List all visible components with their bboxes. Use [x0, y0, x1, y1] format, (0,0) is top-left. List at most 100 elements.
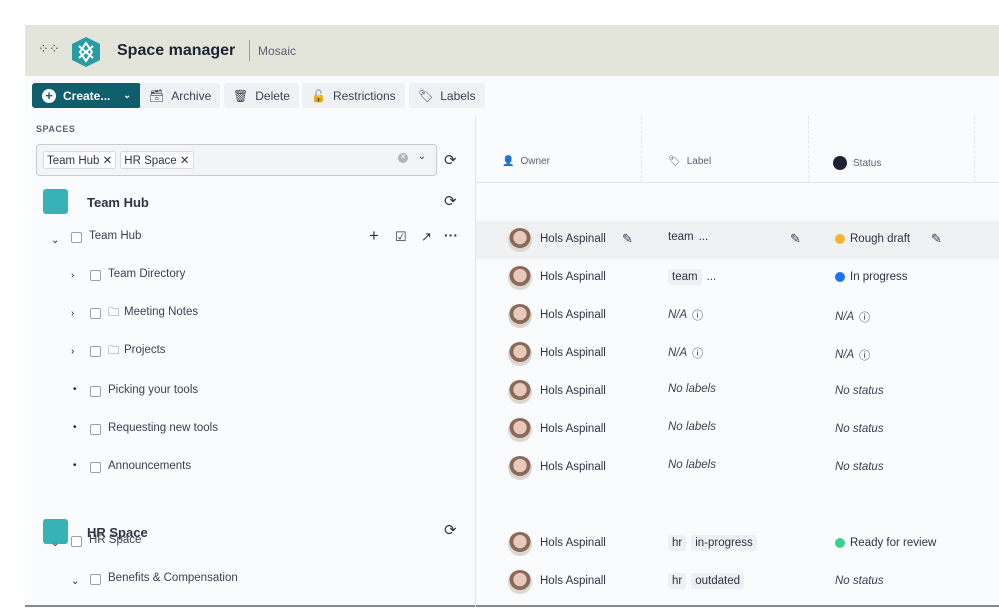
owner-name: Hols Aspinall — [540, 423, 606, 435]
table-row[interactable]: Hols Aspinall N/A ⓘ N/A ⓘ — [476, 297, 999, 335]
checkbox[interactable] — [90, 308, 101, 319]
status-text: No status — [835, 575, 884, 587]
chevron-down-icon[interactable]: ⌄ — [51, 538, 60, 549]
chevron-down-icon[interactable]: ⌄ — [71, 576, 80, 587]
label-pill[interactable]: team — [668, 231, 694, 243]
avatar — [508, 304, 532, 328]
label-pill[interactable]: outdated — [691, 573, 744, 589]
status-cell: No status — [835, 385, 884, 397]
tree-item-label[interactable]: Picking your tools — [108, 384, 199, 396]
edit-pencil-icon[interactable]: ✎ — [622, 231, 633, 246]
refresh-icon[interactable]: ⟳ — [444, 522, 457, 539]
tree-item-label[interactable]: Benefits & Compensation — [108, 572, 238, 584]
avatar — [508, 532, 532, 556]
info-icon[interactable]: ⓘ — [692, 310, 704, 322]
labels-text: No labels — [668, 421, 716, 433]
table-row[interactable]: Hols Aspinall hr outdated No status — [476, 563, 999, 601]
create-label: Create... — [63, 88, 111, 103]
column-label: Label — [686, 156, 712, 167]
tree-item-label[interactable]: Team Directory — [108, 268, 186, 280]
table-row[interactable]: Hols Aspinall team... In progress — [476, 259, 999, 297]
label-pill[interactable]: hr — [668, 573, 687, 589]
column-status[interactable]: Status — [809, 116, 975, 183]
status-text: N/A — [835, 311, 855, 323]
trash-icon: 🗑 — [233, 88, 249, 103]
remove-tag-icon[interactable]: ✕ — [102, 155, 113, 167]
app-subtitle: Mosaic — [258, 44, 297, 58]
tag-icon: 🏷 — [668, 156, 681, 167]
tree-item-label[interactable]: Team Hub — [89, 230, 142, 242]
table-row[interactable]: Hols Aspinall No labels No status — [476, 449, 999, 487]
restrictions-button[interactable]: 🔓 Restrictions — [302, 83, 405, 108]
spaces-select[interactable]: Team Hub ✕ HR Space ✕ ✕ ⌄ — [36, 144, 437, 176]
edit-pencil-icon[interactable]: ✎ — [931, 231, 942, 246]
table-row[interactable]: Hols Aspinall hr in-progress Ready for revi… — [476, 525, 999, 563]
label-pill[interactable]: team — [668, 269, 702, 285]
checkbox[interactable] — [90, 386, 101, 397]
table-row[interactable]: Hols Aspinall team... Rough draft ✎ ✎ ✎ — [476, 221, 999, 259]
chevron-down-icon[interactable]: ⌄ — [51, 235, 60, 246]
space-title: Team Hub — [87, 195, 149, 210]
checkbox[interactable] — [90, 574, 101, 585]
tree-item-label[interactable]: Announcements — [108, 460, 192, 472]
hr-space-icon — [43, 519, 68, 544]
refresh-icon[interactable]: ⟳ — [444, 152, 457, 169]
avatar — [508, 570, 532, 594]
remove-tag-icon[interactable]: ✕ — [179, 155, 190, 167]
checklist-icon[interactable]: ☑ — [395, 229, 407, 244]
arrow-up-right-icon[interactable]: ↗ — [421, 229, 432, 244]
info-icon[interactable]: ⓘ — [859, 350, 871, 362]
refresh-icon[interactable]: ⟳ — [444, 193, 457, 210]
more-labels[interactable]: ... — [706, 271, 717, 283]
bullet-icon: • — [73, 384, 77, 395]
checkbox[interactable] — [90, 462, 101, 473]
info-icon[interactable]: ⓘ — [692, 348, 704, 360]
checkbox[interactable] — [90, 270, 101, 281]
chevron-right-icon[interactable]: › — [71, 308, 75, 319]
table-row[interactable]: Hols Aspinall N/A ⓘ N/A ⓘ — [476, 335, 999, 373]
create-button[interactable]: + Create... ⌄ — [32, 83, 141, 108]
tree-item-label[interactable]: Projects — [124, 344, 166, 356]
labels-button[interactable]: 🏷 Labels — [409, 83, 485, 108]
checkbox[interactable] — [90, 424, 101, 435]
clear-icon[interactable]: ✕ — [398, 153, 408, 163]
hexagon-logo-icon — [72, 37, 100, 67]
avatar — [508, 266, 532, 290]
archive-button[interactable]: 🗃 Archive — [140, 83, 221, 108]
column-owner[interactable]: 👤 Owner — [476, 116, 642, 183]
bullet-icon: • — [73, 422, 77, 433]
label-pill[interactable]: in-progress — [691, 535, 757, 551]
table-row[interactable]: Hols Aspinall No labels No status — [476, 373, 999, 411]
edit-pencil-icon[interactable]: ✎ — [790, 231, 801, 246]
table-row[interactable]: Hols Aspinall No labels No status — [476, 411, 999, 449]
column-label[interactable]: 🏷 Label — [642, 116, 809, 183]
chevron-down-icon: ⌄ — [123, 90, 131, 100]
column-label: Owner — [520, 156, 550, 167]
owner-name: Hols Aspinall — [540, 537, 606, 549]
info-icon[interactable]: ⓘ — [859, 312, 871, 324]
tree-item-label[interactable]: HR Space — [89, 534, 142, 546]
more-labels[interactable]: ... — [698, 231, 709, 243]
chevron-right-icon[interactable]: › — [71, 346, 75, 357]
checkbox[interactable] — [71, 232, 82, 243]
checkbox[interactable] — [71, 536, 82, 547]
app-title: Space manager — [117, 42, 236, 59]
space-tag-label: HR Space — [124, 155, 177, 167]
avatar — [508, 456, 532, 480]
add-icon[interactable]: + — [369, 226, 379, 245]
checkbox[interactable] — [90, 346, 101, 357]
owner-name: Hols Aspinall — [540, 309, 606, 321]
chevron-down-icon[interactable]: ⌄ — [417, 151, 426, 162]
space-title: HR Space — [87, 525, 148, 540]
labels-cell: hr in-progress — [668, 535, 757, 551]
labels-cell: N/A ⓘ — [668, 345, 703, 361]
label-pill[interactable]: hr — [668, 535, 687, 551]
chevron-right-icon[interactable]: › — [71, 270, 75, 281]
tree-item-label[interactable]: Requesting new tools — [108, 422, 218, 434]
avatar — [508, 380, 532, 404]
delete-button[interactable]: 🗑 Delete — [224, 83, 299, 108]
more-icon[interactable]: ··· — [444, 227, 458, 243]
apps-grid-icon[interactable]: ⁘⁘ — [38, 41, 60, 56]
tree-item-label[interactable]: Meeting Notes — [124, 306, 199, 318]
status-text: No status — [835, 385, 884, 397]
